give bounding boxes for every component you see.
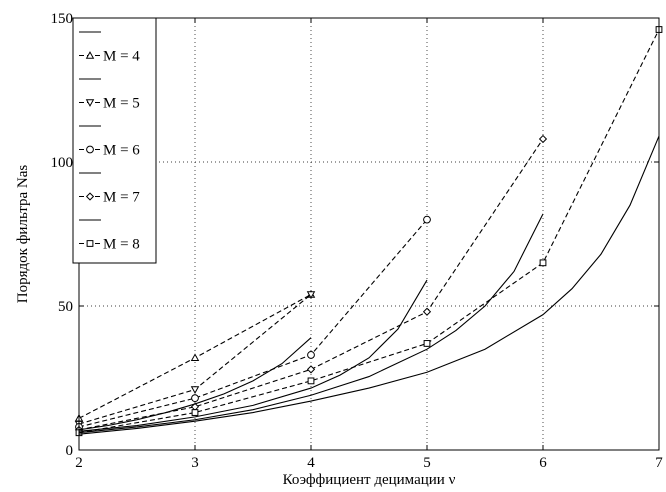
square-marker [307, 377, 315, 385]
series-line-m6 [78, 219, 428, 428]
diamond-marker [85, 192, 95, 201]
circle-marker [191, 394, 199, 403]
series-lines [74, 26, 663, 437]
legend-label: M = 8 [103, 237, 140, 253]
square-marker [191, 409, 199, 416]
solid-series-line-5 [78, 337, 312, 431]
x-tick-label: 2 [75, 455, 83, 471]
y-tick-label: 150 [51, 11, 74, 27]
grid-lines [78, 17, 660, 451]
x-tick-label: 5 [423, 455, 431, 471]
x-tick-label: 4 [307, 455, 315, 471]
triangle-up-marker [190, 353, 200, 362]
diamond-marker [538, 134, 548, 144]
solid-series-line-6 [78, 279, 428, 432]
legend-label: M = 7 [103, 190, 140, 206]
y-tick-label: 0 [66, 443, 74, 459]
circle-marker [307, 351, 315, 359]
y-axis-title: Порядок фильтра Nas [15, 165, 31, 304]
square-marker [423, 340, 431, 347]
legend-label: M = 6 [103, 143, 140, 159]
legend-box [72, 17, 157, 264]
circle-marker [86, 145, 94, 154]
y-tick-label: 50 [58, 299, 73, 315]
plot-border [78, 17, 660, 451]
square-marker [86, 240, 94, 247]
x-tick-label: 3 [191, 455, 199, 471]
legend-label: M = 4 [103, 49, 140, 65]
x-tick-label: 7 [655, 455, 663, 471]
legend: M = 4 M = 5 M = 6 M = 7 M = 8 [72, 17, 157, 264]
solid-series-line-8 [78, 135, 660, 435]
x-tick-label: 6 [539, 455, 547, 471]
triangle-up-marker [85, 51, 95, 59]
y-tick-label: 100 [51, 155, 74, 171]
diamond-marker [422, 307, 432, 316]
circle-marker [423, 215, 431, 224]
triangle-down-marker [190, 386, 200, 394]
x-axis-title: Коэффициент децимации ν [283, 472, 456, 488]
square-marker [539, 259, 547, 267]
triangle-down-marker [306, 291, 316, 299]
legend-label: M = 5 [103, 96, 140, 112]
diamond-marker [306, 365, 316, 374]
triangle-down-marker [85, 99, 95, 107]
series-line-m8 [78, 29, 660, 434]
solid-series-line-7 [78, 213, 544, 434]
